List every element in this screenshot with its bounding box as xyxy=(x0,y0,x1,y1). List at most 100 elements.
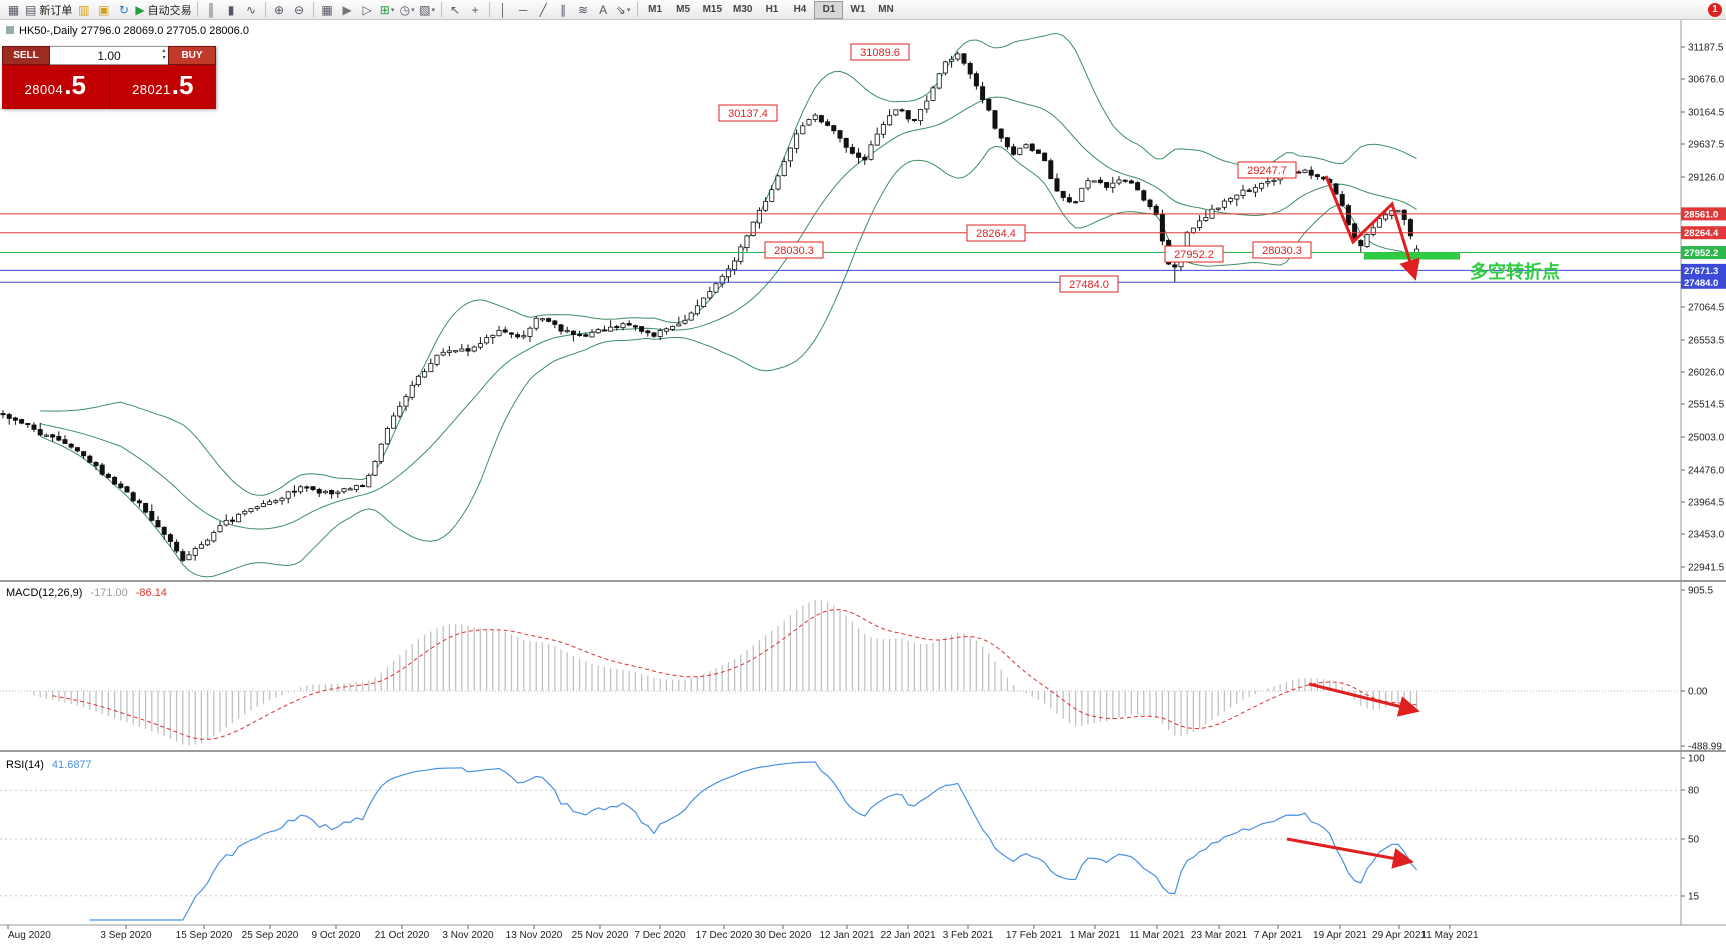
timeframe-mn[interactable]: MN xyxy=(878,4,894,15)
cursor-icon[interactable]: ↖ xyxy=(450,2,461,17)
buy-price-display[interactable]: 28021.5 xyxy=(110,65,217,109)
tile-windows-icon[interactable]: ▦ xyxy=(321,2,333,17)
trendline-icon[interactable]: ╱ xyxy=(539,2,547,17)
toolbar-separator xyxy=(264,2,266,17)
volume-spinner[interactable]: ▴ ▾ xyxy=(162,48,165,62)
rsi-panel xyxy=(0,761,1681,921)
svg-text:25003.0: 25003.0 xyxy=(1688,433,1725,444)
svg-text:24476.0: 24476.0 xyxy=(1688,466,1725,477)
svg-text:11 Mar 2021: 11 Mar 2021 xyxy=(1129,930,1185,941)
svg-text:31187.5: 31187.5 xyxy=(1688,43,1724,54)
price-label-annotation[interactable] xyxy=(1237,161,1297,179)
svg-text:21 Oct 2020: 21 Oct 2020 xyxy=(375,930,430,941)
arrow-tools-icon[interactable]: ⇘ ▾ xyxy=(615,2,631,17)
svg-text:29247.7: 29247.7 xyxy=(1247,165,1287,177)
bar-chart-icon[interactable]: ║ xyxy=(206,2,216,17)
svg-text:27064.5: 27064.5 xyxy=(1688,303,1725,314)
toolbar-separator xyxy=(440,2,442,17)
candlestick-chart-icon[interactable]: ▮ xyxy=(227,2,235,17)
bollinger-upper-band xyxy=(40,32,1417,496)
spinner-down-icon[interactable]: ▾ xyxy=(161,55,165,61)
crosshair-icon[interactable]: + xyxy=(471,2,479,17)
toolbar-separator xyxy=(312,2,314,17)
line-chart-icon[interactable]: ∿ xyxy=(246,2,257,17)
periods-icon[interactable]: ◷ ▾ xyxy=(399,2,415,17)
svg-text:28264.4: 28264.4 xyxy=(1684,228,1719,239)
svg-text:905.5: 905.5 xyxy=(1688,586,1713,597)
svg-text:25 Nov 2020: 25 Nov 2020 xyxy=(572,930,629,941)
price-label-annotation[interactable] xyxy=(1252,241,1312,259)
chart-area[interactable]: 28561.0 28264.4 27952.2 27671.3 27484.0 3108… xyxy=(0,20,1726,947)
svg-text:28561.0: 28561.0 xyxy=(1684,209,1718,220)
svg-text:19 Apr 2021: 19 Apr 2021 xyxy=(1313,930,1367,941)
timeframe-m1[interactable]: M1 xyxy=(648,4,663,15)
chart-annotations[interactable]: 31089.6 30137.4 29247.7 28264.4 28030.3 27952… xyxy=(718,43,1560,869)
buy-button[interactable]: BUY xyxy=(168,46,216,65)
terminal-icon[interactable]: ▦ xyxy=(7,2,20,17)
svg-text:23453.0: 23453.0 xyxy=(1688,530,1725,541)
timeframe-h1[interactable]: H1 xyxy=(765,4,779,15)
svg-text:22 Jan 2021: 22 Jan 2021 xyxy=(880,930,935,941)
chart-shift-icon[interactable]: ▷ xyxy=(362,2,372,17)
horizontal-line-icon[interactable]: ─ xyxy=(518,2,528,17)
timeframe-m15[interactable]: M15 xyxy=(702,4,723,15)
svg-text:30 Dec 2020: 30 Dec 2020 xyxy=(755,930,812,941)
timeframe-m30[interactable]: M30 xyxy=(733,4,753,15)
rsi-down-arrow[interactable] xyxy=(1286,837,1414,869)
svg-text:15: 15 xyxy=(1688,892,1700,903)
chart-profiles-icon[interactable]: ▥ xyxy=(78,2,90,17)
data-window-icon[interactable]: ▣ xyxy=(98,2,110,17)
price-zigzag-arrow[interactable] xyxy=(1324,175,1420,281)
price-axis[interactable]: 31187.5 30676.0 30164.5 29637.5 29126.0 27064… xyxy=(1681,43,1725,903)
volume-input[interactable]: 1.00 ▴ ▾ xyxy=(50,46,168,65)
price-label-annotation[interactable] xyxy=(966,224,1026,242)
vertical-line-icon[interactable]: │ xyxy=(499,2,507,17)
svg-text:30676.0: 30676.0 xyxy=(1688,75,1725,86)
svg-text:17 Dec 2020: 17 Dec 2020 xyxy=(696,930,753,941)
svg-text:23 Mar 2021: 23 Mar 2021 xyxy=(1191,930,1248,941)
refresh-icon[interactable]: ↻ xyxy=(118,2,129,17)
macd-down-arrow[interactable] xyxy=(1308,682,1420,717)
svg-text:9 Oct 2020: 9 Oct 2020 xyxy=(312,930,361,941)
fibonacci-icon[interactable]: ≋ xyxy=(578,2,589,17)
auto-scroll-icon[interactable]: ▶ xyxy=(342,2,352,17)
timeframe-w1[interactable]: W1 xyxy=(850,4,866,15)
toolbar-separator xyxy=(636,2,638,17)
buy-price-main: 28021 xyxy=(132,82,171,97)
volume-value: 1.00 xyxy=(97,48,121,63)
sell-button[interactable]: SELL xyxy=(2,46,50,65)
svg-text:22941.5: 22941.5 xyxy=(1688,563,1725,574)
templates-icon[interactable]: ▧ ▾ xyxy=(419,2,435,17)
price-label-annotation[interactable] xyxy=(1164,245,1224,263)
indicators-icon[interactable]: ⊞ ▾ xyxy=(379,2,395,17)
toolbar-separator xyxy=(488,2,490,17)
notification-badge[interactable]: 1 xyxy=(1708,2,1722,17)
channel-icon[interactable]: ∥ xyxy=(560,2,567,17)
price-label-annotation[interactable] xyxy=(718,104,778,122)
svg-text:12 Jan 2021: 12 Jan 2021 xyxy=(819,930,874,941)
turning-point-note[interactable]: 多空转折点 xyxy=(1470,261,1560,282)
svg-text:27952.2: 27952.2 xyxy=(1684,248,1718,259)
new-order-button[interactable]: ▤ 新订单 xyxy=(25,2,73,17)
toolbar-separator xyxy=(196,2,198,17)
timeframe-h4[interactable]: H4 xyxy=(793,4,807,15)
svg-text:17 Feb 2021: 17 Feb 2021 xyxy=(1006,930,1063,941)
timeframe-m5[interactable]: M5 xyxy=(676,4,691,15)
svg-text:29637.5: 29637.5 xyxy=(1688,140,1725,151)
svg-text:30164.5: 30164.5 xyxy=(1688,108,1725,119)
zoom-out-icon[interactable]: ⊖ xyxy=(294,2,305,17)
text-tool-icon[interactable]: A xyxy=(599,2,608,17)
timeframe-d1[interactable]: D1 xyxy=(814,0,844,19)
autotrading-button[interactable]: ▶ 自动交易 xyxy=(135,2,192,17)
sell-price-display[interactable]: 28004.5 xyxy=(2,65,110,109)
svg-text:28030.3: 28030.3 xyxy=(1262,245,1302,257)
price-label-annotation[interactable] xyxy=(764,241,824,259)
time-axis[interactable]: Aug 2020 3 Sep 2020 15 Sep 2020 25 Sep 2020… xyxy=(7,925,1479,941)
zoom-in-icon[interactable]: ⊕ xyxy=(274,2,285,17)
macd-signal-line xyxy=(52,609,1417,740)
svg-text:26553.5: 26553.5 xyxy=(1688,336,1725,347)
spinner-up-icon[interactable]: ▴ xyxy=(161,48,165,54)
price-label-annotation[interactable] xyxy=(1059,275,1119,293)
price-label-annotation[interactable] xyxy=(850,43,910,61)
